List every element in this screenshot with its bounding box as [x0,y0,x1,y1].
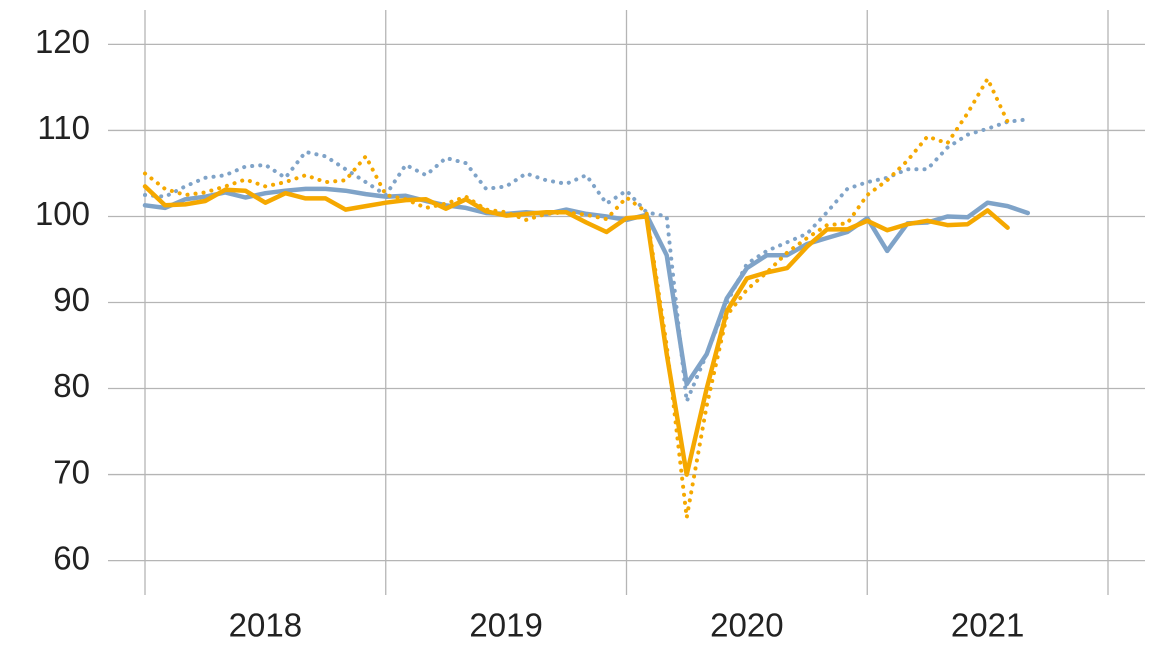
y-tick-label: 120 [35,23,90,60]
y-tick-label: 60 [53,539,90,576]
series-line [142,186,1031,387]
series-line [143,76,1010,520]
x-tick-label: 2020 [710,607,783,644]
y-tick-label: 70 [53,453,90,490]
y-tick-label: 80 [53,367,90,404]
y-tick-label: 110 [37,109,90,146]
x-tick-label: 2018 [229,607,302,644]
y-tick-label: 100 [35,195,90,232]
y-tick-label: 90 [53,281,90,318]
x-tick-label: 2019 [469,607,542,644]
series-line [143,117,1030,404]
x-tick-label: 2021 [951,607,1024,644]
series-line [142,184,1010,477]
